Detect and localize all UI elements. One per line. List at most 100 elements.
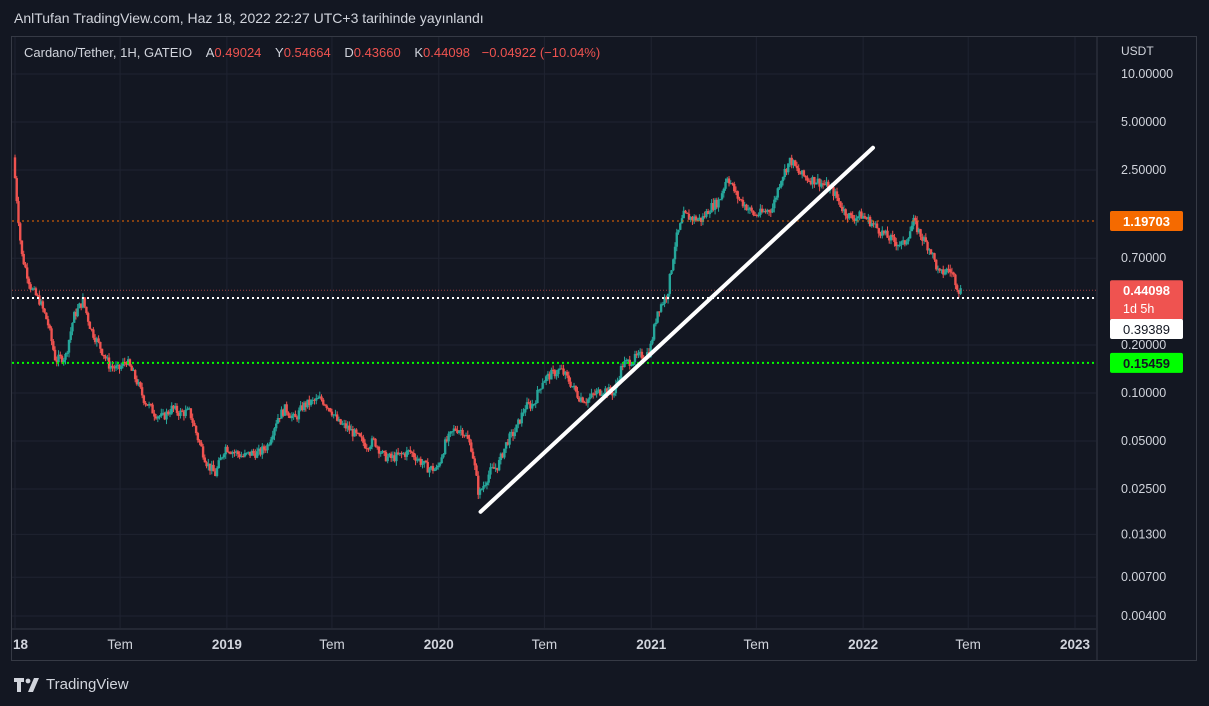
candle-body [478, 489, 482, 495]
candle-body [17, 201, 20, 224]
candle-body [135, 379, 139, 385]
candles [13, 154, 962, 500]
candle-body [682, 210, 685, 219]
candle-body [299, 405, 302, 411]
candle-body [656, 311, 659, 323]
candle-body [769, 211, 773, 213]
candle-body [205, 462, 208, 467]
candle-body [449, 431, 452, 434]
candle-body [590, 393, 593, 398]
high-label: Y [275, 45, 284, 60]
candle-body [562, 368, 565, 375]
candle-body [268, 444, 271, 446]
candle-body [121, 361, 125, 366]
candle-body [443, 439, 447, 455]
candle-body [604, 388, 607, 394]
candle-body [762, 211, 766, 213]
candle-body [34, 288, 38, 296]
candle-body [31, 288, 34, 290]
candle-body [518, 419, 522, 424]
candle-body [955, 285, 959, 290]
candle-body [499, 453, 503, 461]
candle-body [348, 425, 351, 431]
candle-body [940, 269, 943, 271]
time-axis: 18 Tem 2019 Tem 2020 Tem 2021 Tem 2022 Tem 2023 [13, 637, 1091, 652]
candle-body [893, 236, 896, 243]
candle-body [583, 402, 586, 404]
candle-body [724, 182, 727, 189]
candle-body [809, 180, 813, 185]
candle-body [849, 213, 853, 216]
candle-body [76, 308, 79, 317]
candle-body [337, 419, 341, 421]
candle-body [156, 416, 160, 419]
candle-body [456, 430, 459, 433]
candle-body [684, 210, 687, 213]
candle-body [369, 446, 372, 449]
candle-body [912, 217, 915, 226]
candle-body [403, 453, 407, 457]
candle-body [948, 269, 952, 273]
candle-body [339, 419, 342, 425]
candle-body [445, 439, 449, 442]
candle-body [266, 444, 269, 451]
candle-body [827, 181, 830, 191]
candle-body [752, 210, 755, 215]
candle-body [146, 404, 149, 406]
candle-body [929, 249, 933, 254]
price-tag-white-box [1110, 319, 1183, 340]
candle-body [362, 437, 365, 443]
candle-body [531, 404, 534, 409]
candle-body [38, 295, 41, 305]
candle-body [597, 389, 600, 391]
candle-body [358, 433, 362, 437]
candle-body [703, 216, 706, 218]
candle-body [417, 458, 421, 460]
price-tick-label: 0.01300 [1121, 527, 1166, 541]
candle-body [196, 433, 200, 441]
candle-body [602, 393, 605, 395]
candle-body [139, 382, 142, 388]
candle-body [62, 359, 65, 363]
candle-body [938, 268, 941, 271]
tradingview-brand[interactable]: TradingView [14, 676, 129, 693]
candle-body [400, 452, 403, 455]
candle-body [665, 297, 668, 300]
candle-body [430, 466, 433, 469]
candle-body [140, 387, 144, 396]
candle-body [137, 382, 140, 385]
candle-body [259, 448, 262, 455]
candle-body [821, 183, 825, 185]
price-tick-label: 10.00000 [1121, 67, 1173, 81]
candle-body [536, 389, 539, 404]
price-tag-white-text: 0.39389 [1123, 322, 1170, 337]
candle-body [365, 448, 368, 450]
candle-body [118, 364, 121, 369]
candle-body [706, 210, 710, 215]
candle-body [818, 178, 821, 187]
candle-body [551, 369, 555, 371]
candle-body [694, 216, 698, 221]
candle-body [215, 468, 219, 476]
candle-body [872, 223, 875, 225]
candle-body [167, 411, 170, 415]
candle-body [19, 223, 22, 241]
candle-body [593, 393, 597, 395]
candle-body [107, 357, 111, 369]
candle-body [712, 203, 715, 210]
price-tag-green-text: 0.15459 [1123, 356, 1170, 371]
candle-body [219, 457, 222, 461]
candle-body [144, 402, 147, 405]
candle-body [842, 209, 846, 212]
candle-body [466, 435, 469, 439]
candle-body [701, 216, 705, 222]
candle-body [377, 446, 381, 454]
candle-body [571, 386, 574, 388]
candle-body [795, 165, 799, 169]
candle-body [402, 453, 405, 455]
candle-body [867, 216, 870, 220]
candle-body [868, 216, 872, 226]
candle-body [626, 359, 630, 361]
candle-body [527, 402, 530, 404]
